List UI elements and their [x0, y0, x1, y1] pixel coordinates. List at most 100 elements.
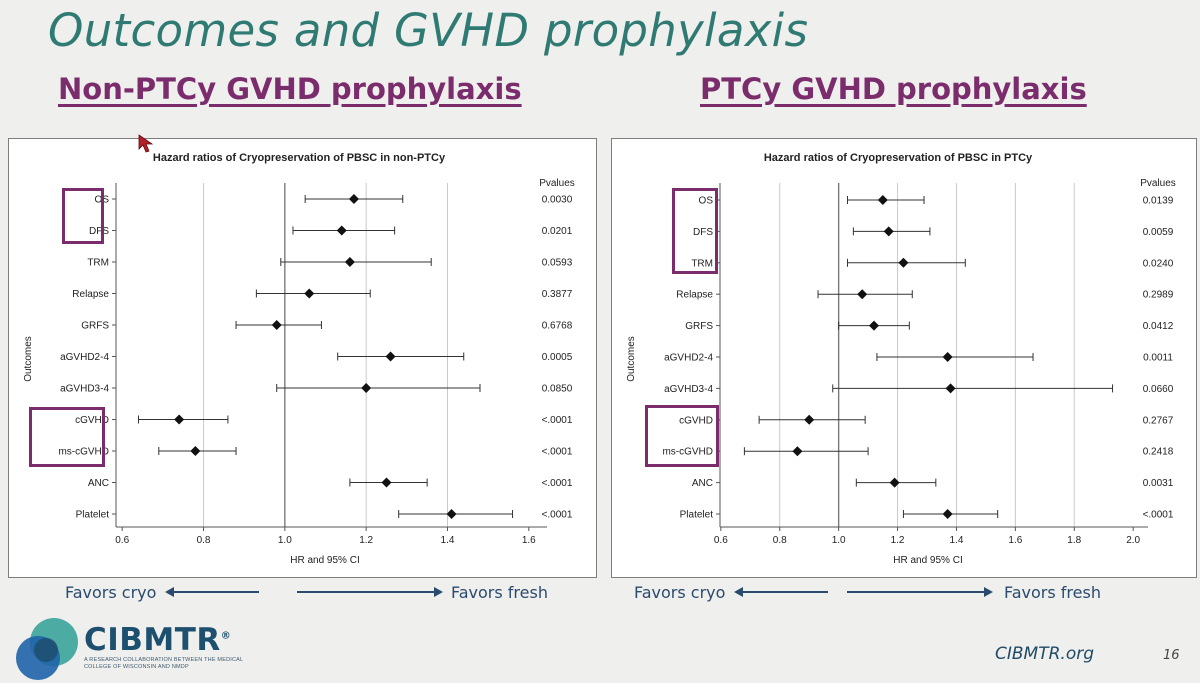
highlight-box-os-dfs-trm-right	[672, 188, 718, 274]
non-ptcy-forest-plot-panel: 0.6 0.8 1.0 1.2 1.4 1.6 OS 0.0030 DFS 0.0201 TRM 0…	[8, 138, 597, 578]
x-tick-label: 1.4	[441, 535, 455, 546]
ptcy-forest-plot: 0.6 0.8 1.0 1.2 1.4 1.6 1.8 2.0 OS 0.0139 DFS 0.00…	[626, 152, 1176, 566]
hr-point	[898, 257, 909, 268]
x-tick-label: 1.6	[522, 535, 536, 546]
p-value: 0.0031	[1143, 478, 1174, 489]
hr-point	[857, 289, 868, 300]
favors-cryo-right: Favors cryo	[634, 583, 726, 602]
outcome-label: aGVHD2-4	[664, 353, 713, 364]
hr-point	[304, 288, 315, 299]
outcome-label: aGVHD3-4	[60, 384, 109, 395]
outcome-label: Relapse	[72, 289, 109, 300]
p-value: <.0001	[542, 447, 573, 458]
x-tick-label: 1.6	[1008, 535, 1022, 546]
hr-point	[942, 509, 953, 519]
x-tick-label: 1.2	[359, 535, 373, 546]
hr-point	[804, 414, 815, 425]
arrow-left-cryo-right	[734, 587, 828, 597]
p-value: 0.0005	[542, 352, 573, 363]
cursor-arrow-icon	[138, 134, 154, 153]
hr-point	[174, 414, 185, 425]
p-value: <.0001	[542, 415, 573, 426]
hr-point	[381, 477, 392, 488]
outcome-label: Platelet	[680, 510, 714, 521]
favors-fresh-left: Favors fresh	[451, 583, 548, 602]
outcome-label: Relapse	[676, 290, 713, 301]
outcome-label: cGVHD	[75, 415, 109, 426]
x-axis-label: HR and 95% CI	[290, 555, 359, 566]
hr-point	[361, 383, 372, 393]
p-value: 0.2989	[1143, 290, 1174, 301]
p-value: 0.6768	[542, 321, 573, 332]
slide-number: 16	[1163, 648, 1180, 663]
p-value: 0.0030	[542, 195, 573, 206]
marks-layer: OS 0.0139 DFS 0.0059 TRM 0.0240 Relapse 0.2989 G…	[662, 195, 1174, 521]
highlight-box-os-dfs-left	[62, 188, 104, 244]
outcome-label: TRM	[87, 258, 109, 269]
x-tick-label: 0.6	[115, 535, 129, 546]
p-value: 0.2767	[1143, 415, 1174, 426]
x-axis-label: HR and 95% CI	[893, 555, 962, 566]
hr-point	[446, 509, 457, 519]
p-value: 0.0139	[1143, 196, 1174, 207]
hr-point	[942, 352, 953, 362]
logo-name: CIBMTR®	[84, 622, 232, 658]
y-axis-label: Outcomes	[626, 336, 637, 382]
x-tick-label: 0.8	[197, 535, 211, 546]
slide-title: Outcomes and GVHD prophylaxis	[48, 4, 809, 57]
right-section-heading: PTCy GVHD prophylaxis	[700, 72, 1087, 106]
outcome-label: cGVHD	[679, 415, 713, 426]
p-value: 0.0660	[1143, 384, 1174, 395]
x-tick-label: 0.8	[773, 535, 787, 546]
left-section-heading: Non-PTCy GVHD prophylaxis	[58, 72, 522, 106]
outcome-label: ANC	[88, 478, 109, 489]
highlight-box-cgvhd-left	[29, 407, 105, 467]
p-value: <.0001	[1143, 510, 1174, 521]
p-value: 0.0240	[1143, 258, 1174, 269]
hr-point	[883, 226, 894, 237]
p-value: 0.0412	[1143, 321, 1174, 332]
outcome-label: GRFS	[81, 321, 109, 332]
outcome-label: OS	[699, 196, 714, 207]
outcome-label: aGVHD2-4	[60, 352, 109, 363]
p-value: 0.0201	[542, 226, 573, 237]
cibmtr-logo-icon	[16, 618, 78, 680]
p-value: 0.3877	[542, 289, 573, 300]
pvalues-header: Pvalues	[1140, 178, 1176, 189]
outcome-label: Platelet	[76, 510, 110, 521]
hr-point	[348, 194, 359, 204]
pvalues-header: Pvalues	[539, 178, 575, 189]
x-tick-label: 0.6	[714, 535, 728, 546]
outcome-label: ANC	[692, 478, 713, 489]
outcome-label: aGVHD3-4	[664, 384, 713, 395]
arrow-right-fresh-right	[847, 587, 993, 597]
y-axis-label: Outcomes	[23, 336, 34, 382]
hr-point	[945, 383, 956, 394]
hr-point	[792, 446, 803, 457]
p-value: <.0001	[542, 510, 573, 521]
x-tick-label: 2.0	[1126, 535, 1140, 546]
hr-point	[877, 195, 888, 205]
p-value: 0.0850	[542, 384, 573, 395]
hr-point	[271, 320, 282, 330]
p-value: 0.0059	[1143, 227, 1174, 238]
p-value: <.0001	[542, 478, 573, 489]
p-value: 0.2418	[1143, 447, 1174, 458]
x-tick-label: 1.2	[891, 535, 905, 546]
p-value: 0.0011	[1143, 353, 1173, 364]
logo-tagline: A RESEARCH COLLABORATION BETWEEN THE MED…	[84, 657, 244, 670]
x-tick-label: 1.4	[949, 535, 963, 546]
outcome-label: GRFS	[685, 321, 713, 332]
hr-point	[889, 477, 900, 488]
x-tick-label: 1.8	[1067, 535, 1081, 546]
favors-cryo-left: Favors cryo	[65, 583, 157, 602]
outcome-label: TRM	[691, 258, 713, 269]
grid-layer: 0.6 0.8 1.0 1.2 1.4 1.6 1.8 2.0	[714, 183, 1148, 546]
hr-point	[344, 257, 355, 267]
arrow-left-cryo-left	[165, 587, 259, 597]
hr-point	[868, 320, 879, 331]
hr-point	[190, 446, 201, 456]
ptcy-forest-plot-panel: 0.6 0.8 1.0 1.2 1.4 1.6 1.8 2.0 OS 0.0139 DFS 0.00…	[611, 138, 1197, 578]
